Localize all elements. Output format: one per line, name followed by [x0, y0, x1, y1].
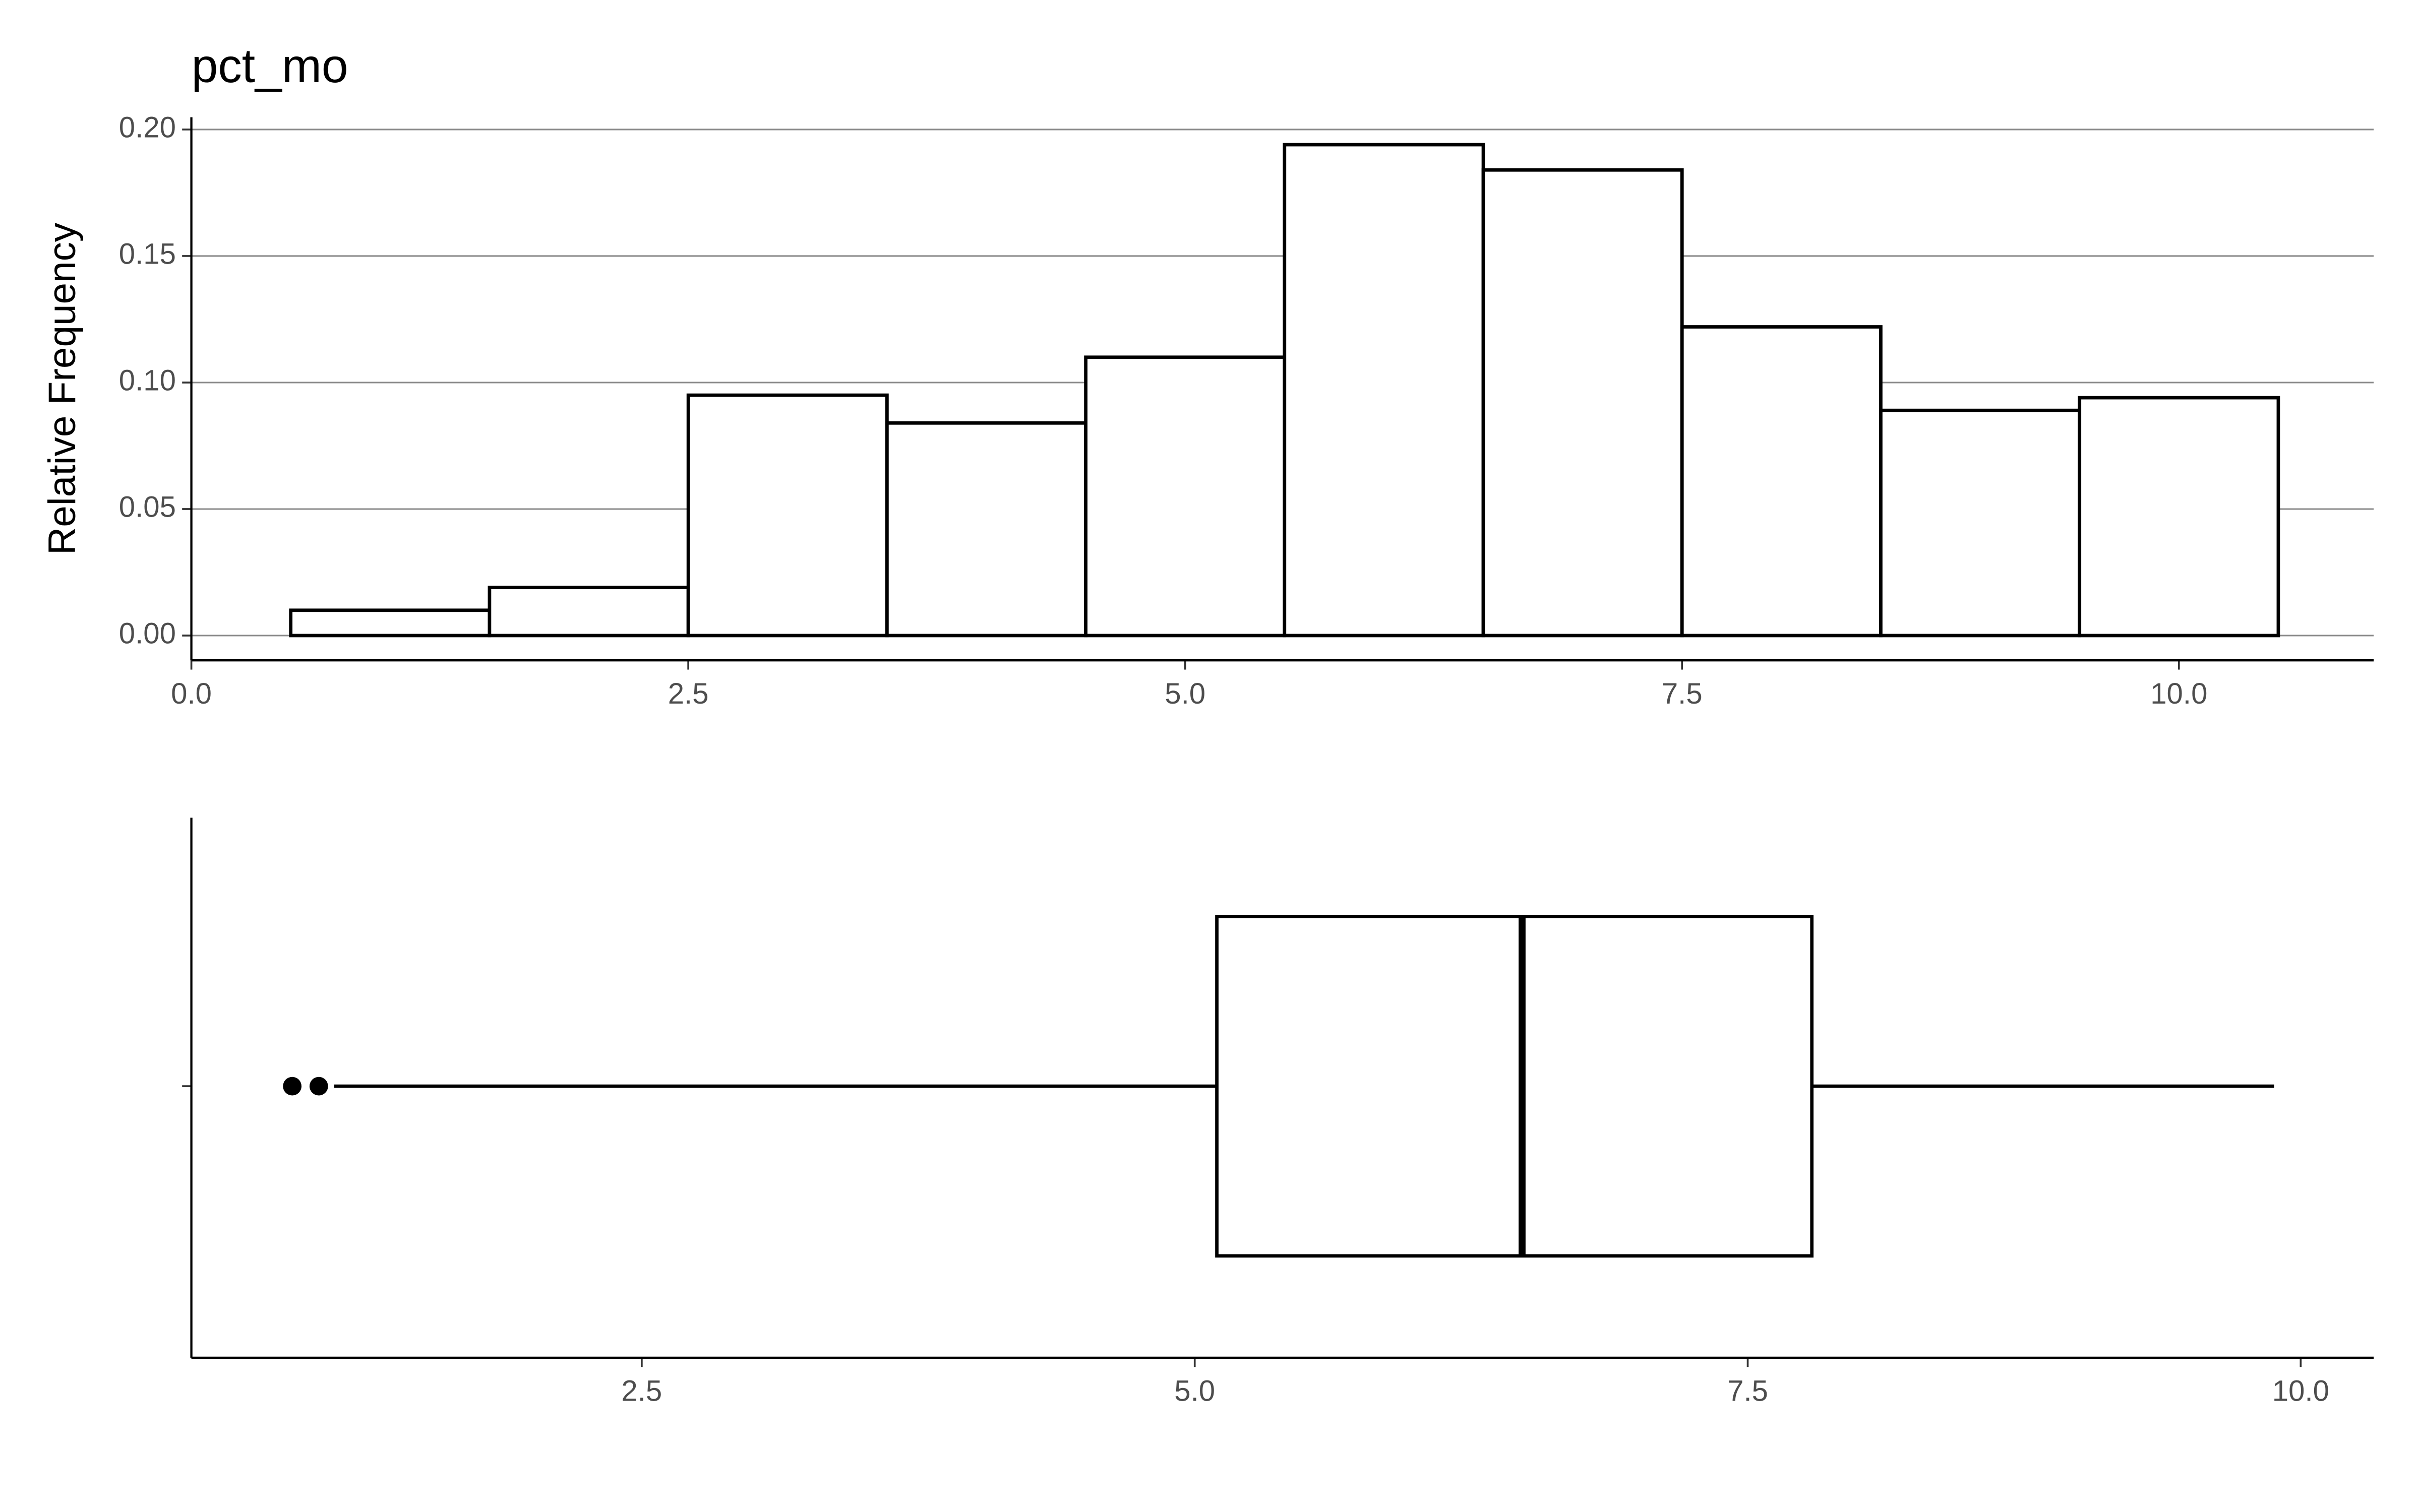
y-tick-label: 0.05: [119, 490, 176, 523]
outlier: [283, 1077, 302, 1096]
x-tick-label: 10.0: [2272, 1375, 2329, 1408]
histogram-bar: [1084, 355, 1287, 638]
x-tick-label: 2.5: [621, 1375, 662, 1408]
y-tick-label: 0.10: [119, 364, 176, 397]
histogram-bar: [2078, 396, 2280, 638]
x-tick-label: 7.5: [1727, 1375, 1768, 1408]
histogram-bar: [885, 421, 1087, 638]
outlier: [309, 1077, 328, 1096]
x-tick-label: 2.5: [668, 677, 709, 710]
x-tick-label: 0.0: [171, 677, 212, 710]
y-tick-label: 0.20: [119, 111, 176, 144]
histogram-bar: [686, 393, 889, 638]
chart-title: pct_mo: [192, 39, 348, 93]
histogram-bar: [1879, 408, 2082, 638]
histogram-bar: [1283, 143, 1485, 638]
y-tick-label: 0.00: [119, 617, 176, 650]
box: [1215, 914, 1814, 1258]
y-tick-label: 0.15: [119, 237, 176, 270]
histogram-bar: [1680, 325, 1883, 638]
x-tick-label: 5.0: [1165, 677, 1205, 710]
y-axis-label: Relative Frequency: [41, 222, 84, 555]
x-tick-label: 10.0: [2150, 677, 2207, 710]
histogram-bar: [1481, 168, 1684, 638]
x-tick-label: 5.0: [1174, 1375, 1215, 1408]
x-tick-label: 7.5: [1662, 677, 1703, 710]
histogram-bar: [289, 608, 492, 638]
histogram-bar: [488, 586, 690, 638]
